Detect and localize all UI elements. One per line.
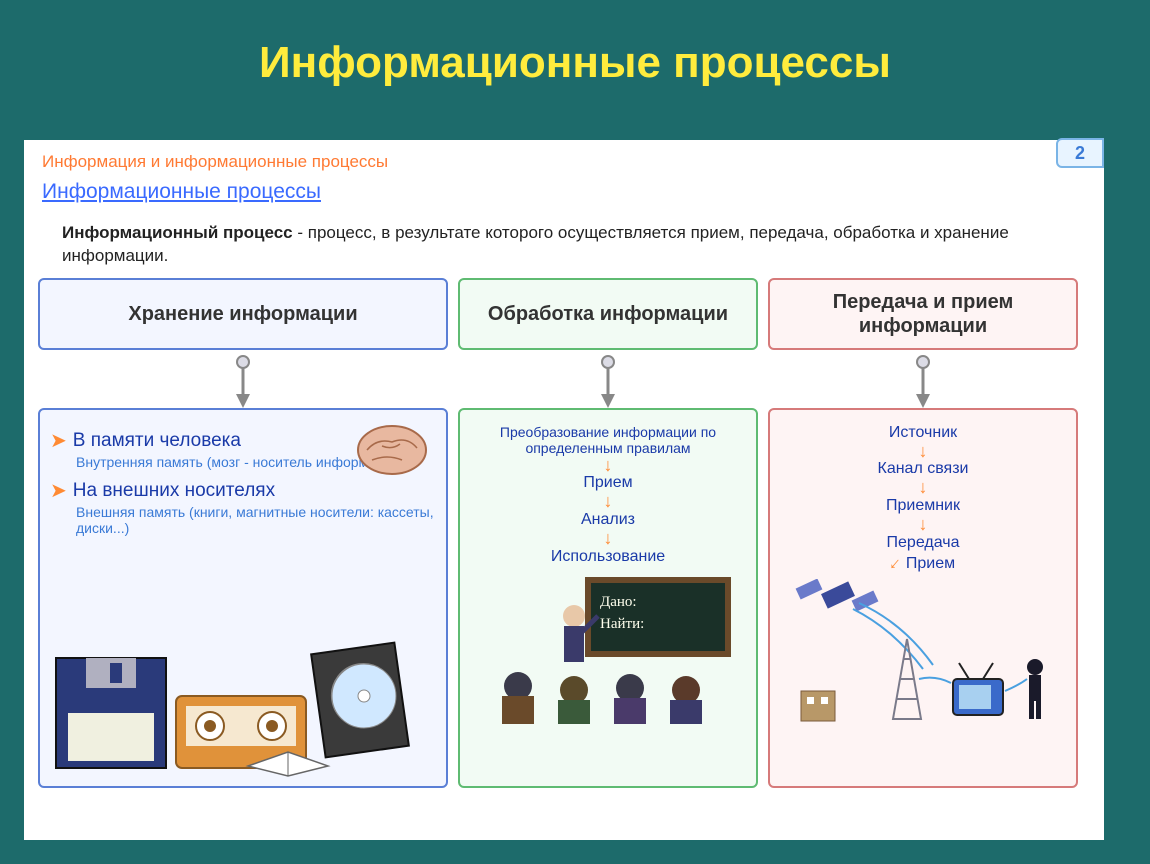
flow-arrow-icon: ↓ bbox=[604, 459, 613, 472]
bullet-subtext: Внешняя память (книги, магнитные носител… bbox=[76, 504, 436, 536]
subheading: Информационные процессы bbox=[24, 176, 1104, 216]
board-line-2: Найти: bbox=[600, 616, 644, 632]
flow-arrow-icon: ↓ bbox=[604, 495, 613, 508]
flow-arrow-icon: ↓ bbox=[888, 556, 903, 571]
flow-step: Прием bbox=[906, 555, 955, 573]
flow-arrow-icon: ↓ bbox=[919, 481, 928, 494]
transfer-flow: Источник ↓ Канал связи ↓ Приемник ↓ Пере… bbox=[780, 424, 1066, 573]
processing-flow: Преобразование информации по определенны… bbox=[470, 424, 746, 566]
bullet-text: В памяти человека bbox=[73, 430, 241, 452]
column-processing: Обработка информации Преобразование инфо… bbox=[458, 278, 758, 788]
flow-arrow-icon: ↓ bbox=[919, 518, 928, 531]
content-area: 2 Информация и информационные процессы И… bbox=[24, 140, 1104, 840]
bullet-item: ➤ На внешних носителях bbox=[50, 480, 436, 502]
column-storage-head: Хранение информации bbox=[38, 278, 448, 350]
slide: Информационные процессы 2 Информация и и… bbox=[0, 0, 1150, 864]
breadcrumb: Информация и информационные процессы bbox=[24, 140, 1104, 176]
column-transfer: Передача и прием информации Источник ↓ К… bbox=[768, 278, 1078, 788]
bullet-arrow-icon: ➤ bbox=[50, 480, 67, 502]
column-processing-body: Преобразование информации по определенны… bbox=[458, 408, 758, 788]
bullet-arrow-icon: ➤ bbox=[50, 430, 67, 452]
column-transfer-body: Источник ↓ Канал связи ↓ Приемник ↓ Пере… bbox=[768, 408, 1078, 788]
flow-step: Приемник bbox=[886, 497, 960, 515]
board-line-1: Дано: bbox=[600, 594, 637, 610]
definition-term: Информационный процесс bbox=[62, 223, 293, 242]
flow-step: Источник bbox=[889, 424, 957, 442]
flow-step: Анализ bbox=[581, 511, 635, 529]
flow-step: Передача bbox=[887, 534, 960, 552]
storage-media-illustration bbox=[48, 618, 438, 778]
flow-step: Прием bbox=[583, 474, 632, 492]
definition-text: Информационный процесс - процесс, в резу… bbox=[24, 216, 1104, 278]
column-transfer-head: Передача и прием информации bbox=[768, 278, 1078, 350]
columns-row: Хранение информации bbox=[24, 278, 1104, 788]
page-number-tab: 2 bbox=[1056, 138, 1104, 168]
main-title: Информационные процессы bbox=[0, 0, 1150, 108]
flow-step: Канал связи bbox=[878, 460, 969, 478]
bullet-text: На внешних носителях bbox=[73, 480, 275, 502]
flow-arrow-icon: ↓ bbox=[604, 532, 613, 545]
transfer-illustration bbox=[780, 579, 1066, 729]
column-storage: Хранение информации bbox=[38, 278, 448, 788]
brain-icon bbox=[352, 420, 432, 480]
flow-step: Использование bbox=[551, 548, 665, 566]
classroom-illustration: Дано: Найти: bbox=[470, 576, 746, 726]
flow-arrow-icon: ↓ bbox=[919, 445, 928, 458]
column-storage-body: ➤ В памяти человека Внутренняя память (м… bbox=[38, 408, 448, 788]
flow-step: Преобразование информации по определенны… bbox=[470, 424, 746, 456]
column-processing-head: Обработка информации bbox=[458, 278, 758, 350]
